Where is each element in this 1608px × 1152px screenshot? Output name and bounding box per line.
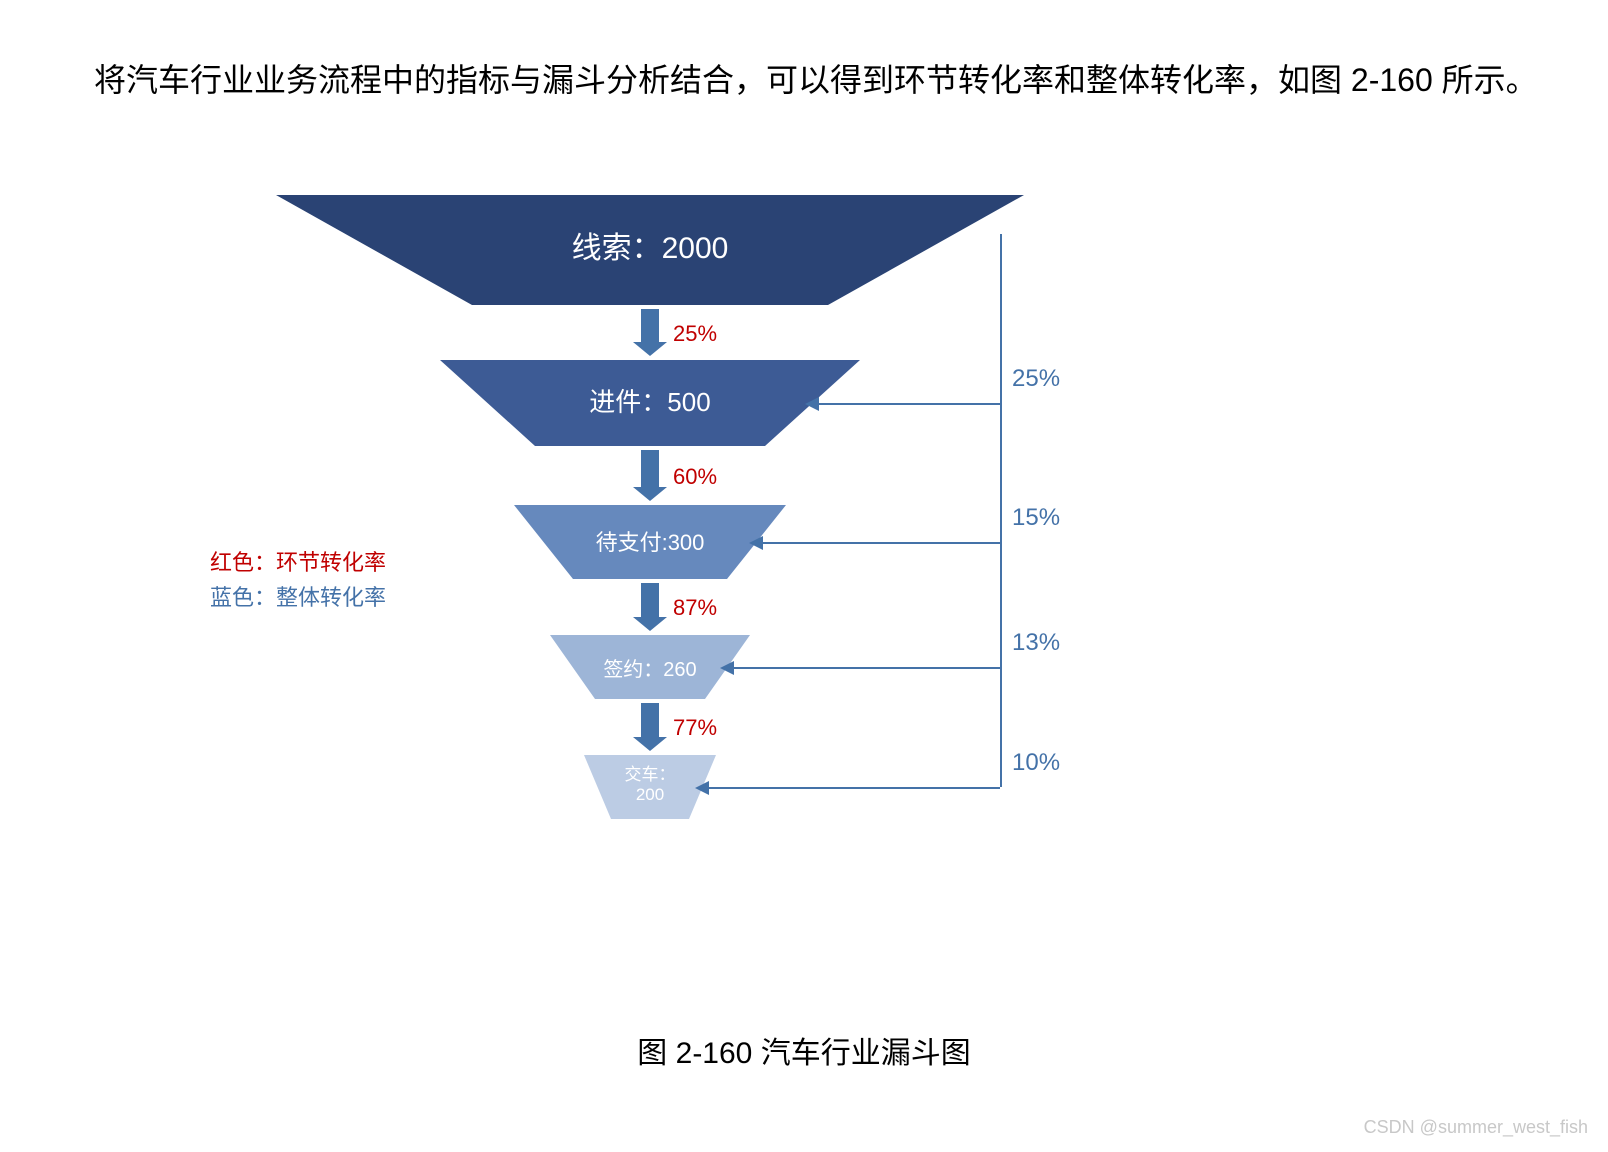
overall-rate-4: 10%: [1012, 749, 1060, 777]
stage-rate-3: 87%: [673, 595, 717, 621]
overall-vline: [1000, 234, 1002, 788]
figure-caption: 图 2-160 汽车行业漏斗图: [0, 1028, 1608, 1072]
down-arrow-head-3: [633, 617, 667, 631]
watermark: CSDN @summer_west_fish: [1364, 1117, 1588, 1138]
down-arrow-head-4: [633, 737, 667, 751]
overall-arrowhead-2: [749, 536, 763, 550]
stage-rate-1: 25%: [673, 321, 717, 347]
overall-arrowhead-3: [720, 661, 734, 675]
overall-hline-3: [732, 667, 1001, 669]
down-arrow-head-2: [633, 487, 667, 501]
overall-arrowhead-4: [695, 781, 709, 795]
overall-hline-2: [761, 542, 1001, 544]
funnel-stage-label-1: 进件：500: [440, 382, 860, 419]
overall-rate-2: 15%: [1012, 504, 1060, 532]
funnel-diagram: 线索：2000进件：500待支付:300签约：260交车：200 25%60%8…: [0, 195, 1608, 995]
funnel-stage-label-2: 待支付:300: [514, 525, 786, 557]
intro-paragraph: 将汽车行业业务流程中的指标与漏斗分析结合，可以得到环节转化率和整体转化率，如图 …: [30, 50, 1568, 111]
down-arrow-head-1: [633, 342, 667, 356]
down-arrow-shaft-2: [641, 450, 659, 487]
legend-blue: 蓝色：整体转化率: [210, 580, 386, 615]
overall-hline-1: [817, 403, 1001, 405]
stage-rate-4: 77%: [673, 715, 717, 741]
down-arrow-shaft-3: [641, 583, 659, 617]
stage-rate-2: 60%: [673, 464, 717, 490]
overall-rate-1: 25%: [1012, 365, 1060, 393]
overall-rate-3: 13%: [1012, 629, 1060, 657]
legend-red: 红色：环节转化率: [210, 545, 386, 580]
down-arrow-shaft-4: [641, 703, 659, 737]
down-arrow-shaft-1: [641, 309, 659, 342]
legend: 红色：环节转化率 蓝色：整体转化率: [210, 545, 386, 615]
overall-hline-4: [707, 787, 1001, 789]
overall-arrowhead-1: [805, 397, 819, 411]
funnel-stage-label-0: 线索：2000: [276, 223, 1024, 267]
